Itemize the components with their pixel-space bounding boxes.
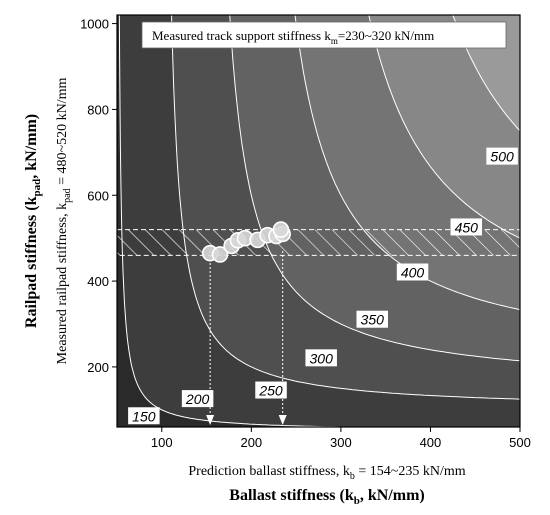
contour-line-100 xyxy=(171,15,520,400)
y-tick-label: 200 xyxy=(87,360,109,375)
contour-line-50 xyxy=(118,15,374,427)
x-tick-label: 300 xyxy=(330,435,352,450)
y-tick-label: 1000 xyxy=(80,17,109,32)
contour-label-500: 500 xyxy=(490,149,514,165)
contour-label-300: 300 xyxy=(310,350,334,366)
contour-label-bg-150 xyxy=(128,407,160,425)
x-axis-ticks: 100 200 300 400 500 xyxy=(151,427,531,450)
data-point xyxy=(211,246,229,263)
data-point xyxy=(272,221,290,238)
prediction-arrow-head-1 xyxy=(278,415,287,425)
contour-line-200 xyxy=(294,15,520,311)
stiffness-annotation-text: Measured track support stiffness km=230~… xyxy=(152,28,434,46)
contour-label-bg-500 xyxy=(486,147,518,165)
y-tick-label: 600 xyxy=(87,188,109,203)
contour-line-150 xyxy=(229,15,520,362)
contour-label-bg-300 xyxy=(305,349,337,367)
contour-label-150: 150 xyxy=(132,408,156,424)
contour-label-bg-450 xyxy=(450,218,483,236)
data-points xyxy=(201,221,291,263)
x-tick-label: 100 xyxy=(151,435,173,450)
x-tick-label: 500 xyxy=(509,435,531,450)
contour-label-250: 250 xyxy=(258,383,283,399)
contour-label-400: 400 xyxy=(401,265,425,281)
contour-label-200: 200 xyxy=(185,391,210,407)
x-axis-label: Ballast stiffness (kb, kN/mm) xyxy=(229,487,424,507)
prediction-arrows xyxy=(206,251,287,425)
contour-line-300 xyxy=(452,15,520,132)
contour-labels: 150 200 250 300 350 400 450 500 xyxy=(128,147,518,425)
contour-line-250 xyxy=(368,15,520,239)
x-tick-label: 200 xyxy=(240,435,262,450)
x-axis-annotation: Prediction ballast stiffness, kb = 154~2… xyxy=(188,464,465,482)
contour-label-350: 350 xyxy=(361,312,385,328)
prediction-arrow-head-0 xyxy=(206,415,215,425)
y-tick-label: 800 xyxy=(87,102,109,117)
y-axis-annotation: Measured railpad stiffness, kpad = 480~5… xyxy=(55,78,73,365)
y-tick-label: 400 xyxy=(87,274,109,289)
x-tick-label: 400 xyxy=(420,435,442,450)
contour-label-450: 450 xyxy=(455,219,479,235)
y-axis-label: Railpad stiffness (kpad, kN/mm) xyxy=(23,114,43,328)
contour-label-bg-400 xyxy=(396,263,429,281)
contour-label-bg-350 xyxy=(356,310,388,328)
contour-label-bg-200 xyxy=(181,390,214,408)
contour-lines xyxy=(118,15,520,427)
plot-frame xyxy=(116,14,521,428)
y-axis-ticks: 200 400 600 800 1000 xyxy=(80,17,117,375)
stiffness-annotation-box xyxy=(141,21,507,49)
contour-label-bg-250 xyxy=(255,381,287,399)
